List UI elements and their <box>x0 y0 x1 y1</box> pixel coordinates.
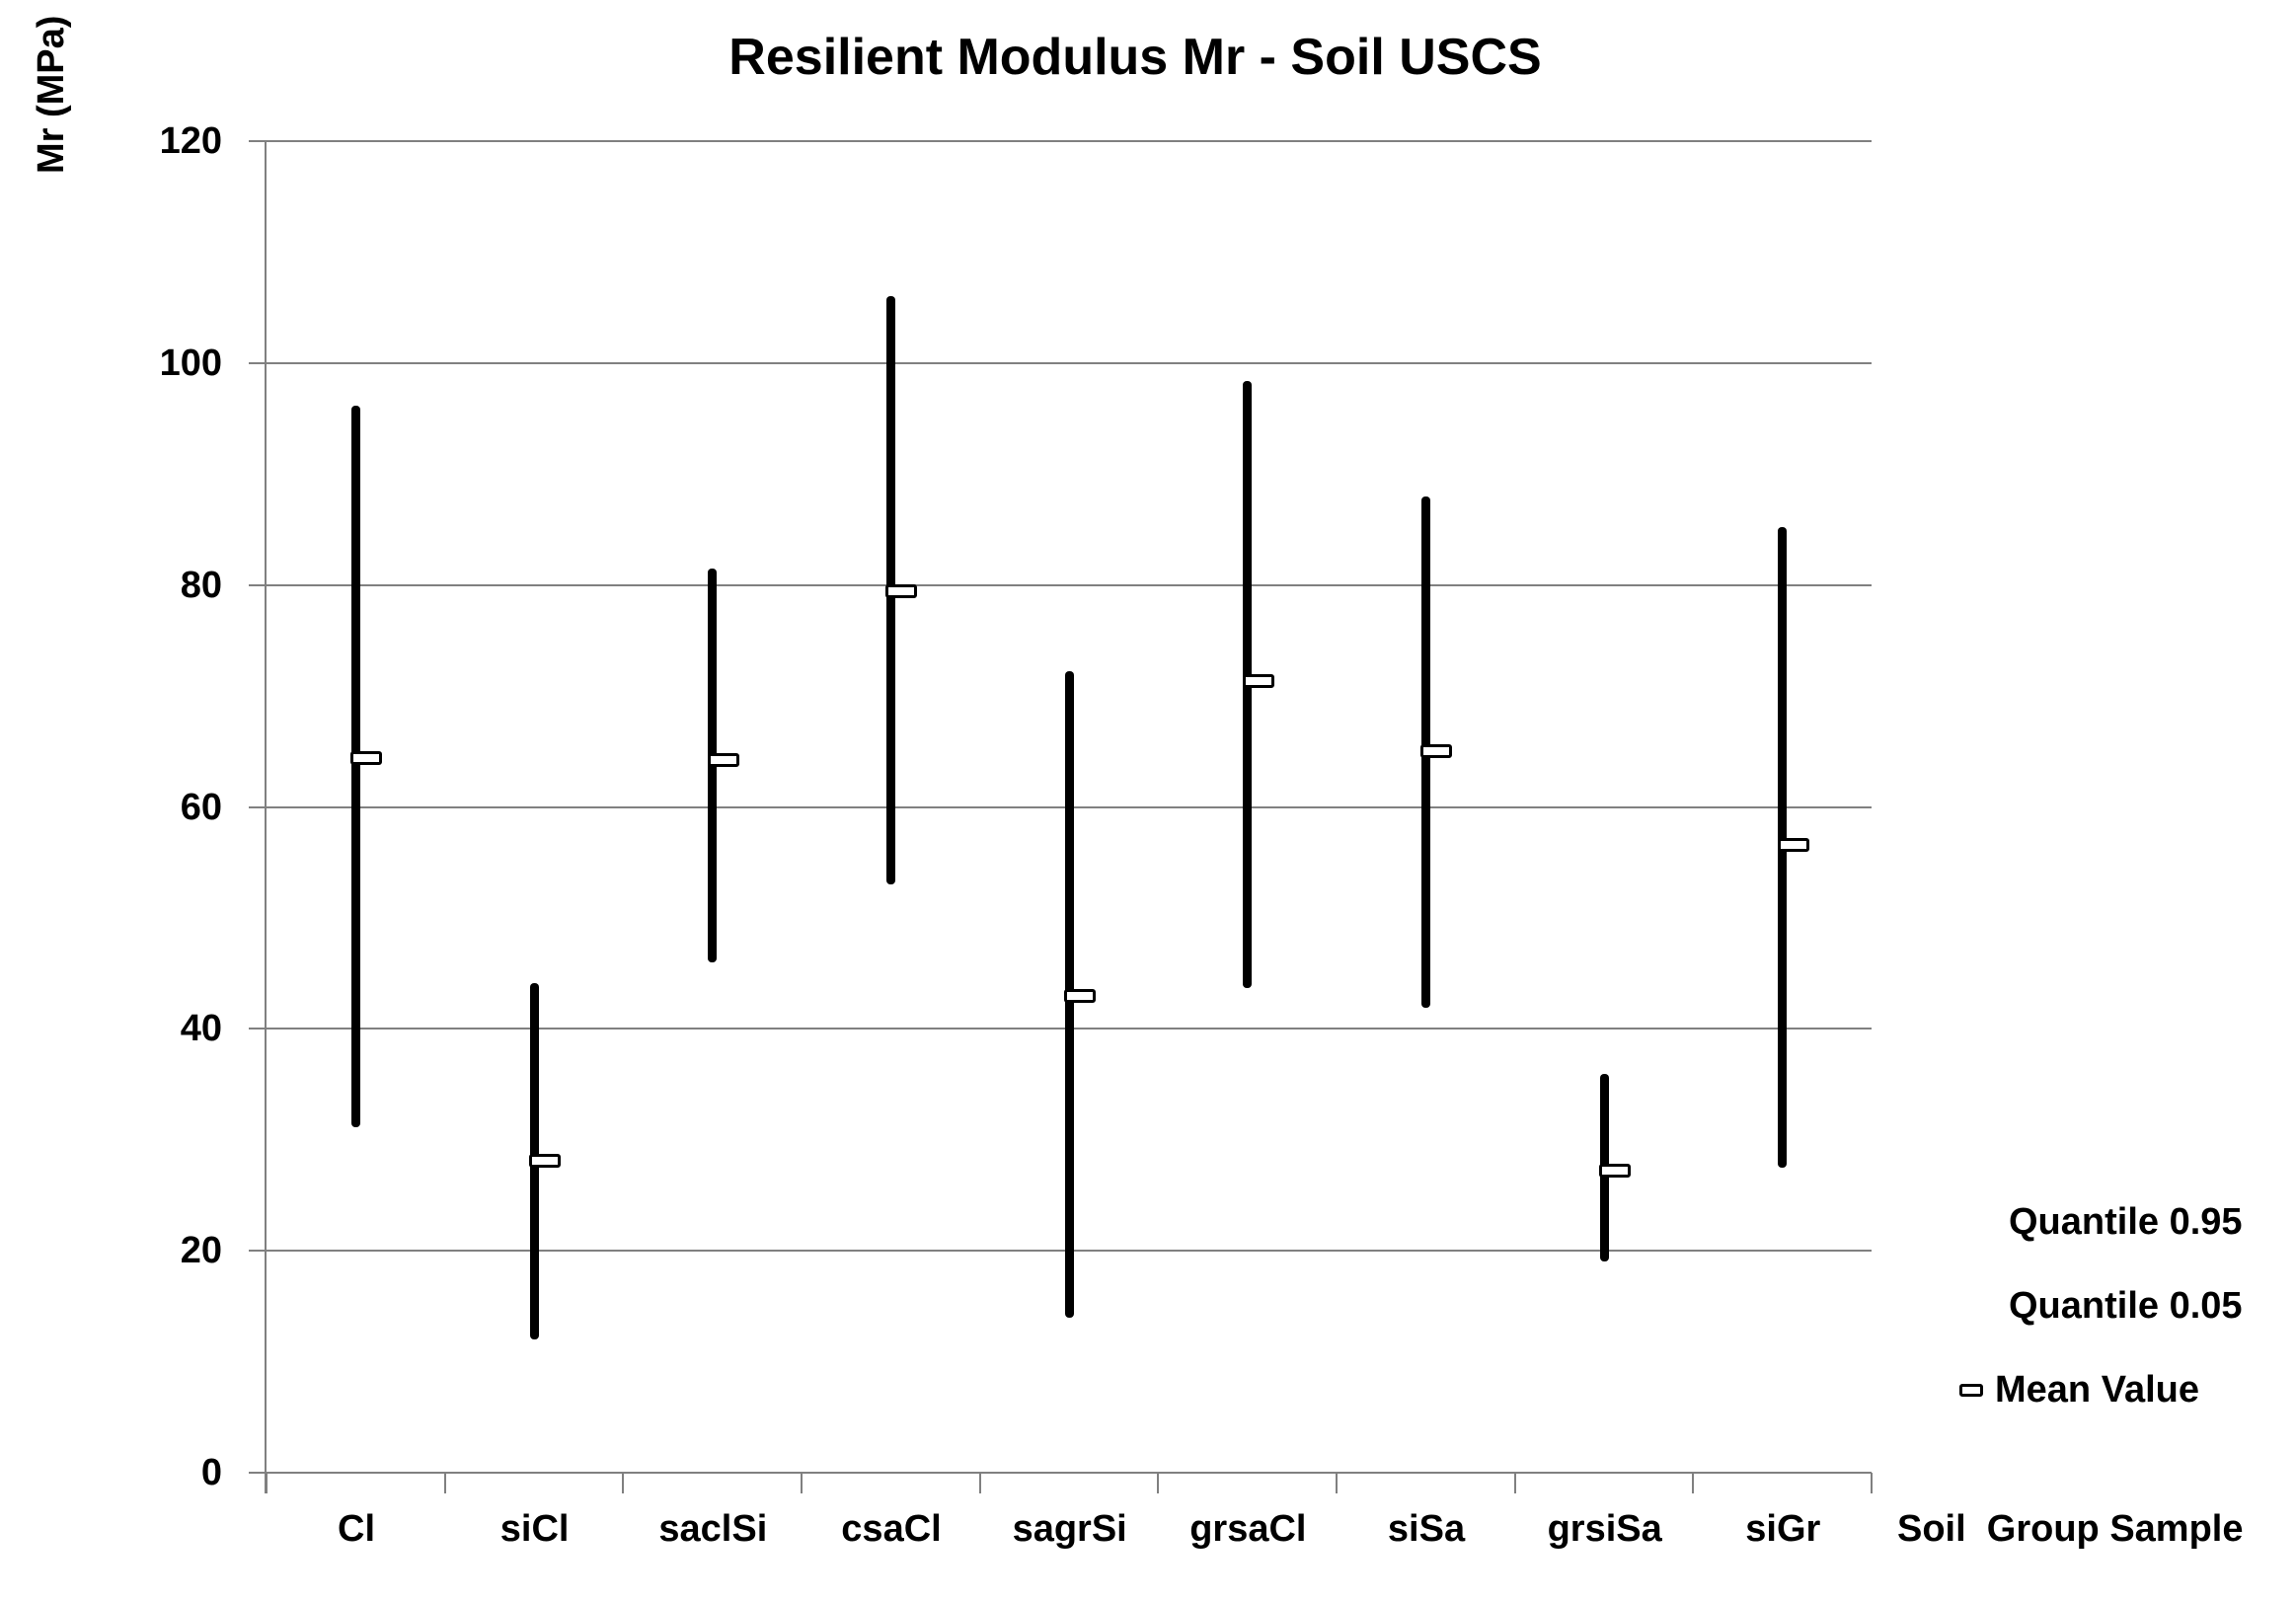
x-tick-mark <box>1871 1473 1873 1493</box>
gridline <box>267 361 1872 364</box>
category-label: saclSi <box>658 1508 768 1550</box>
y-axis-line <box>265 141 267 1493</box>
mean-marker <box>350 751 383 766</box>
legend-label-mean-value: Mean Value <box>1995 1368 2199 1411</box>
category-label: grsiSa <box>1547 1508 1662 1550</box>
x-tick-mark <box>622 1473 625 1493</box>
legend-item-quantile-005: Quantile 0.05 <box>1959 1280 2295 1332</box>
x-axis-title: Soil Group Sample <box>1897 1508 2244 1550</box>
y-tick-label: 20 <box>180 1230 222 1272</box>
quantile-range-bar <box>350 405 360 1128</box>
y-tick-mark <box>249 1250 267 1253</box>
y-tick-label: 0 <box>200 1452 222 1493</box>
category-label: Cl <box>338 1508 375 1550</box>
legend-item-mean-value: Mean Value <box>1959 1364 2295 1415</box>
category-label: csaCl <box>841 1508 942 1550</box>
legend-item-quantile-095: Quantile 0.95 <box>1959 1196 2295 1248</box>
x-tick-mark <box>1692 1473 1695 1493</box>
x-tick-mark <box>801 1473 803 1493</box>
x-tick-mark <box>1157 1473 1160 1493</box>
x-tick-mark <box>443 1473 446 1493</box>
chart-title: Resilient Modulus Mr - Soil USCS <box>728 29 1542 86</box>
y-tick-mark <box>249 140 267 142</box>
y-tick-label: 60 <box>180 786 222 828</box>
category-label: grsaCl <box>1189 1508 1307 1550</box>
mean-marker <box>1242 674 1274 689</box>
category-label: siGr <box>1745 1508 1821 1550</box>
category-label: siCl <box>499 1508 570 1550</box>
mean-marker <box>1599 1164 1631 1179</box>
mean-marker <box>1420 744 1453 759</box>
gridline <box>267 140 1872 142</box>
y-tick-label: 100 <box>159 342 222 384</box>
legend-label-quantile-095: Quantile 0.95 <box>2009 1200 2243 1243</box>
y-tick-mark <box>249 583 267 586</box>
x-tick-mark <box>1513 1473 1516 1493</box>
mean-marker-icon <box>1959 1383 1983 1397</box>
mean-marker <box>885 584 918 599</box>
mean-marker <box>1777 837 1809 852</box>
mean-marker <box>529 1154 561 1169</box>
x-tick-mark <box>266 1473 268 1493</box>
category-label: siSa <box>1387 1508 1466 1550</box>
legend-label-quantile-005: Quantile 0.05 <box>2009 1284 2243 1327</box>
mean-marker <box>1064 988 1096 1003</box>
gridline <box>267 583 1872 586</box>
x-tick-mark <box>978 1473 981 1493</box>
x-tick-mark <box>1336 1473 1338 1493</box>
y-tick-label: 40 <box>180 1008 222 1050</box>
mean-marker <box>707 753 739 768</box>
y-tick-mark <box>249 1472 267 1474</box>
category-label: sagrSi <box>1012 1508 1127 1550</box>
y-tick-mark <box>249 1028 267 1030</box>
y-tick-mark <box>249 805 267 808</box>
legend: Quantile 0.95 Quantile 0.05 Mean Value <box>1959 1196 2295 1448</box>
y-tick-label: 120 <box>159 120 222 162</box>
gridline <box>267 1472 1872 1474</box>
y-tick-mark <box>249 361 267 364</box>
y-tick-label: 80 <box>180 564 222 606</box>
